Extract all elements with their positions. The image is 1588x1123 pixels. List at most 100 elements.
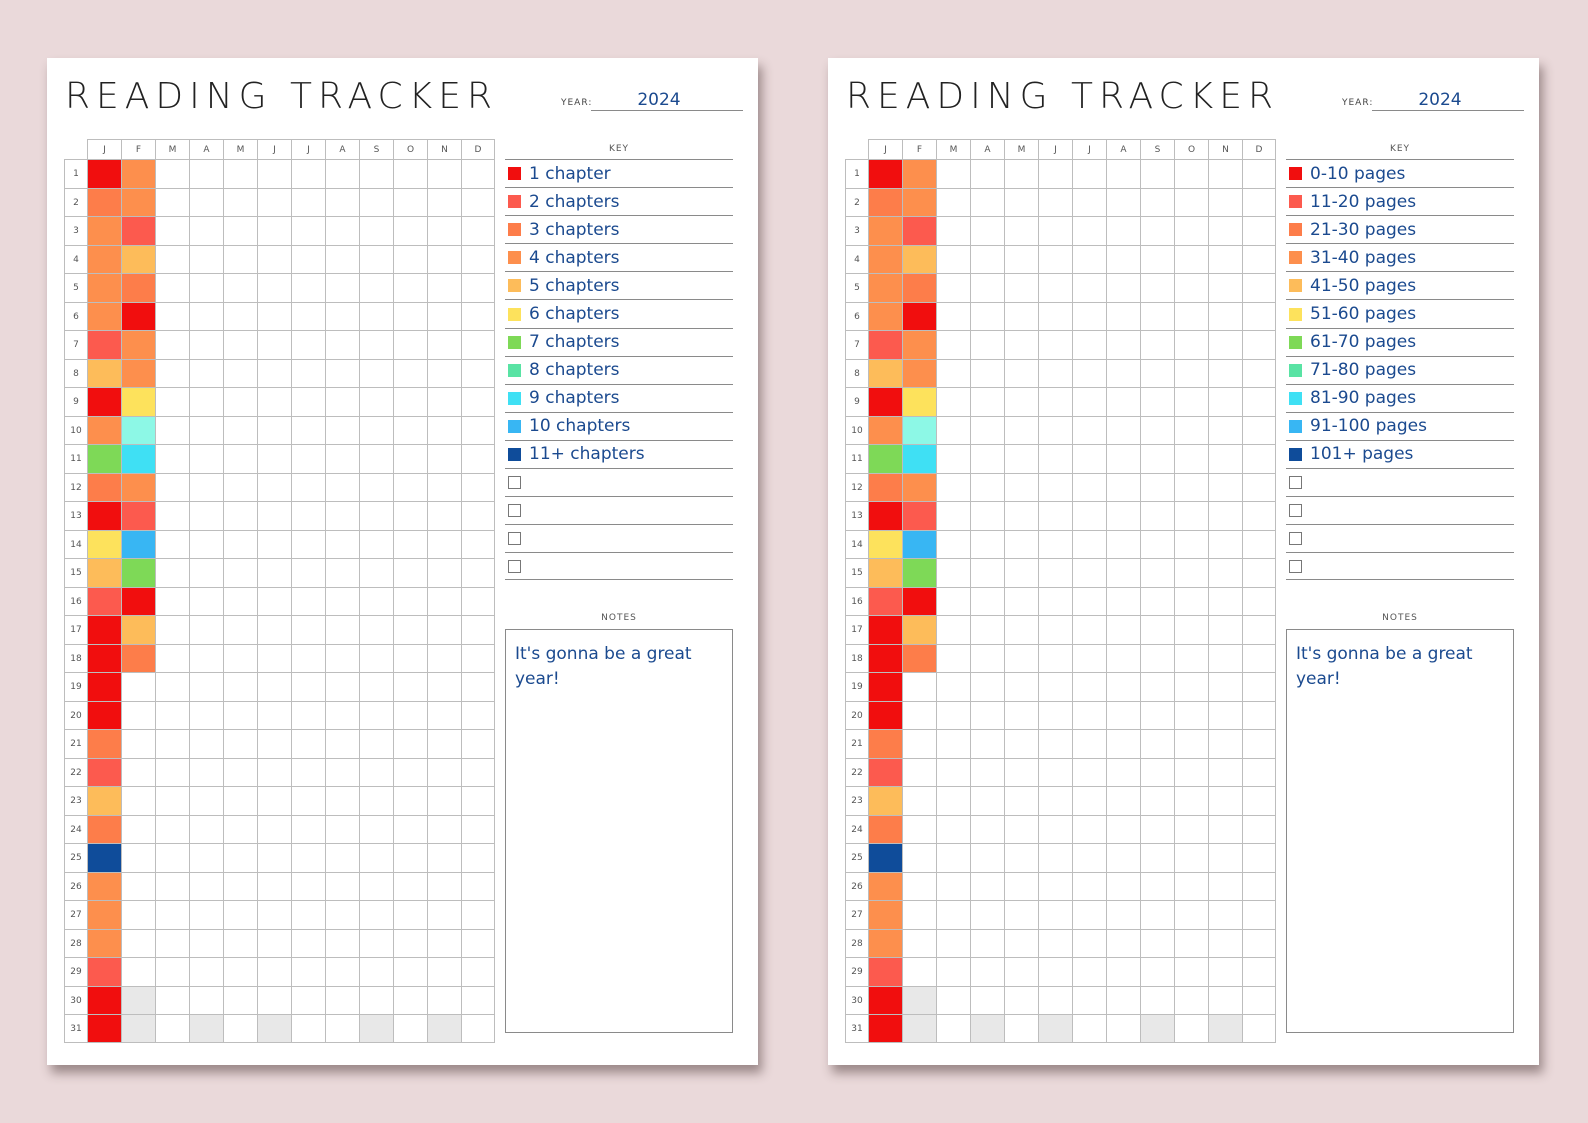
tracker-cell[interactable] — [223, 558, 257, 587]
tracker-cell[interactable] — [868, 558, 902, 587]
tracker-cell[interactable] — [461, 444, 495, 473]
tracker-cell[interactable] — [393, 871, 427, 900]
year-field[interactable]: 2024 — [1418, 90, 1462, 110]
tracker-cell[interactable] — [189, 900, 223, 929]
tracker-cell[interactable] — [461, 216, 495, 245]
tracker-cell[interactable] — [1174, 615, 1208, 644]
tracker-cell[interactable] — [868, 501, 902, 530]
tracker-cell[interactable] — [359, 244, 393, 273]
tracker-cell[interactable] — [1242, 957, 1276, 986]
tracker-cell[interactable] — [325, 159, 359, 188]
tracker-cell[interactable] — [393, 900, 427, 929]
tracker-cell[interactable] — [393, 273, 427, 302]
tracker-cell[interactable] — [970, 330, 1004, 359]
tracker-cell[interactable] — [325, 501, 359, 530]
tracker-cell[interactable] — [1038, 444, 1072, 473]
tracker-cell[interactable] — [189, 273, 223, 302]
key-item[interactable] — [1286, 496, 1514, 524]
tracker-cell[interactable] — [359, 301, 393, 330]
tracker-cell[interactable] — [121, 472, 155, 501]
tracker-cell[interactable] — [393, 301, 427, 330]
tracker-cell[interactable] — [427, 729, 461, 758]
tracker-cell[interactable] — [189, 244, 223, 273]
tracker-cell[interactable] — [461, 187, 495, 216]
tracker-cell[interactable] — [936, 273, 970, 302]
tracker-cell[interactable] — [1208, 786, 1242, 815]
tracker-cell[interactable] — [359, 985, 393, 1014]
tracker-cell[interactable] — [1140, 330, 1174, 359]
tracker-cell[interactable] — [970, 529, 1004, 558]
tracker-cell[interactable] — [189, 985, 223, 1014]
tracker-cell[interactable] — [1106, 358, 1140, 387]
tracker-cell[interactable] — [1208, 729, 1242, 758]
tracker-cell[interactable] — [359, 415, 393, 444]
tracker-cell[interactable] — [121, 244, 155, 273]
tracker-cell[interactable] — [1140, 273, 1174, 302]
tracker-cell[interactable] — [87, 928, 121, 957]
tracker-cell[interactable] — [1174, 472, 1208, 501]
tracker-cell[interactable] — [1004, 472, 1038, 501]
tracker-cell[interactable] — [461, 501, 495, 530]
tracker-cell[interactable] — [970, 843, 1004, 872]
tracker-cell[interactable] — [1242, 301, 1276, 330]
tracker-cell[interactable] — [970, 244, 1004, 273]
tracker-cell[interactable] — [257, 273, 291, 302]
tracker-cell[interactable] — [1174, 558, 1208, 587]
tracker-cell[interactable] — [359, 216, 393, 245]
tracker-cell[interactable] — [1242, 472, 1276, 501]
tracker-cell[interactable] — [1004, 615, 1038, 644]
tracker-cell[interactable] — [1140, 672, 1174, 701]
tracker-cell[interactable] — [1038, 900, 1072, 929]
tracker-cell[interactable] — [291, 928, 325, 957]
tracker-cell[interactable] — [902, 244, 936, 273]
tracker-cell[interactable] — [1140, 558, 1174, 587]
tracker-cell[interactable] — [427, 700, 461, 729]
tracker-cell[interactable] — [1038, 757, 1072, 786]
tracker-cell[interactable] — [325, 558, 359, 587]
tracker-cell[interactable] — [1106, 558, 1140, 587]
tracker-cell[interactable] — [291, 358, 325, 387]
tracker-cell[interactable] — [223, 786, 257, 815]
tracker-cell[interactable] — [223, 501, 257, 530]
tracker-cell[interactable] — [902, 330, 936, 359]
tracker-cell[interactable] — [1106, 643, 1140, 672]
tracker-cell[interactable] — [359, 928, 393, 957]
tracker-cell[interactable] — [868, 472, 902, 501]
tracker-cell[interactable] — [121, 900, 155, 929]
tracker-cell[interactable] — [461, 843, 495, 872]
tracker-cell[interactable] — [1140, 244, 1174, 273]
tracker-cell[interactable] — [87, 615, 121, 644]
empty-checkbox[interactable] — [508, 504, 521, 518]
tracker-cell[interactable] — [291, 301, 325, 330]
tracker-cell[interactable] — [257, 472, 291, 501]
tracker-cell[interactable] — [1140, 387, 1174, 416]
tracker-cell[interactable] — [257, 301, 291, 330]
tracker-cell[interactable] — [189, 501, 223, 530]
tracker-cell[interactable] — [223, 871, 257, 900]
tracker-cell[interactable] — [1140, 729, 1174, 758]
tracker-cell[interactable] — [1038, 330, 1072, 359]
tracker-cell[interactable] — [1208, 672, 1242, 701]
tracker-cell[interactable] — [868, 672, 902, 701]
tracker-cell[interactable] — [1106, 159, 1140, 188]
tracker-cell[interactable] — [1038, 957, 1072, 986]
tracker-cell[interactable] — [87, 985, 121, 1014]
tracker-cell[interactable] — [1004, 871, 1038, 900]
tracker-cell[interactable] — [970, 444, 1004, 473]
tracker-cell[interactable] — [936, 985, 970, 1014]
tracker-cell[interactable] — [291, 700, 325, 729]
tracker-cell[interactable] — [291, 387, 325, 416]
tracker-cell[interactable] — [1072, 757, 1106, 786]
tracker-cell[interactable] — [902, 928, 936, 957]
tracker-cell[interactable] — [1174, 900, 1208, 929]
key-item[interactable] — [505, 524, 733, 552]
tracker-cell[interactable] — [223, 615, 257, 644]
tracker-cell[interactable] — [427, 273, 461, 302]
tracker-cell[interactable] — [155, 187, 189, 216]
tracker-cell[interactable] — [291, 529, 325, 558]
tracker-cell[interactable] — [189, 187, 223, 216]
tracker-cell[interactable] — [325, 900, 359, 929]
tracker-cell[interactable] — [121, 786, 155, 815]
tracker-cell[interactable] — [1140, 358, 1174, 387]
tracker-cell[interactable] — [427, 558, 461, 587]
